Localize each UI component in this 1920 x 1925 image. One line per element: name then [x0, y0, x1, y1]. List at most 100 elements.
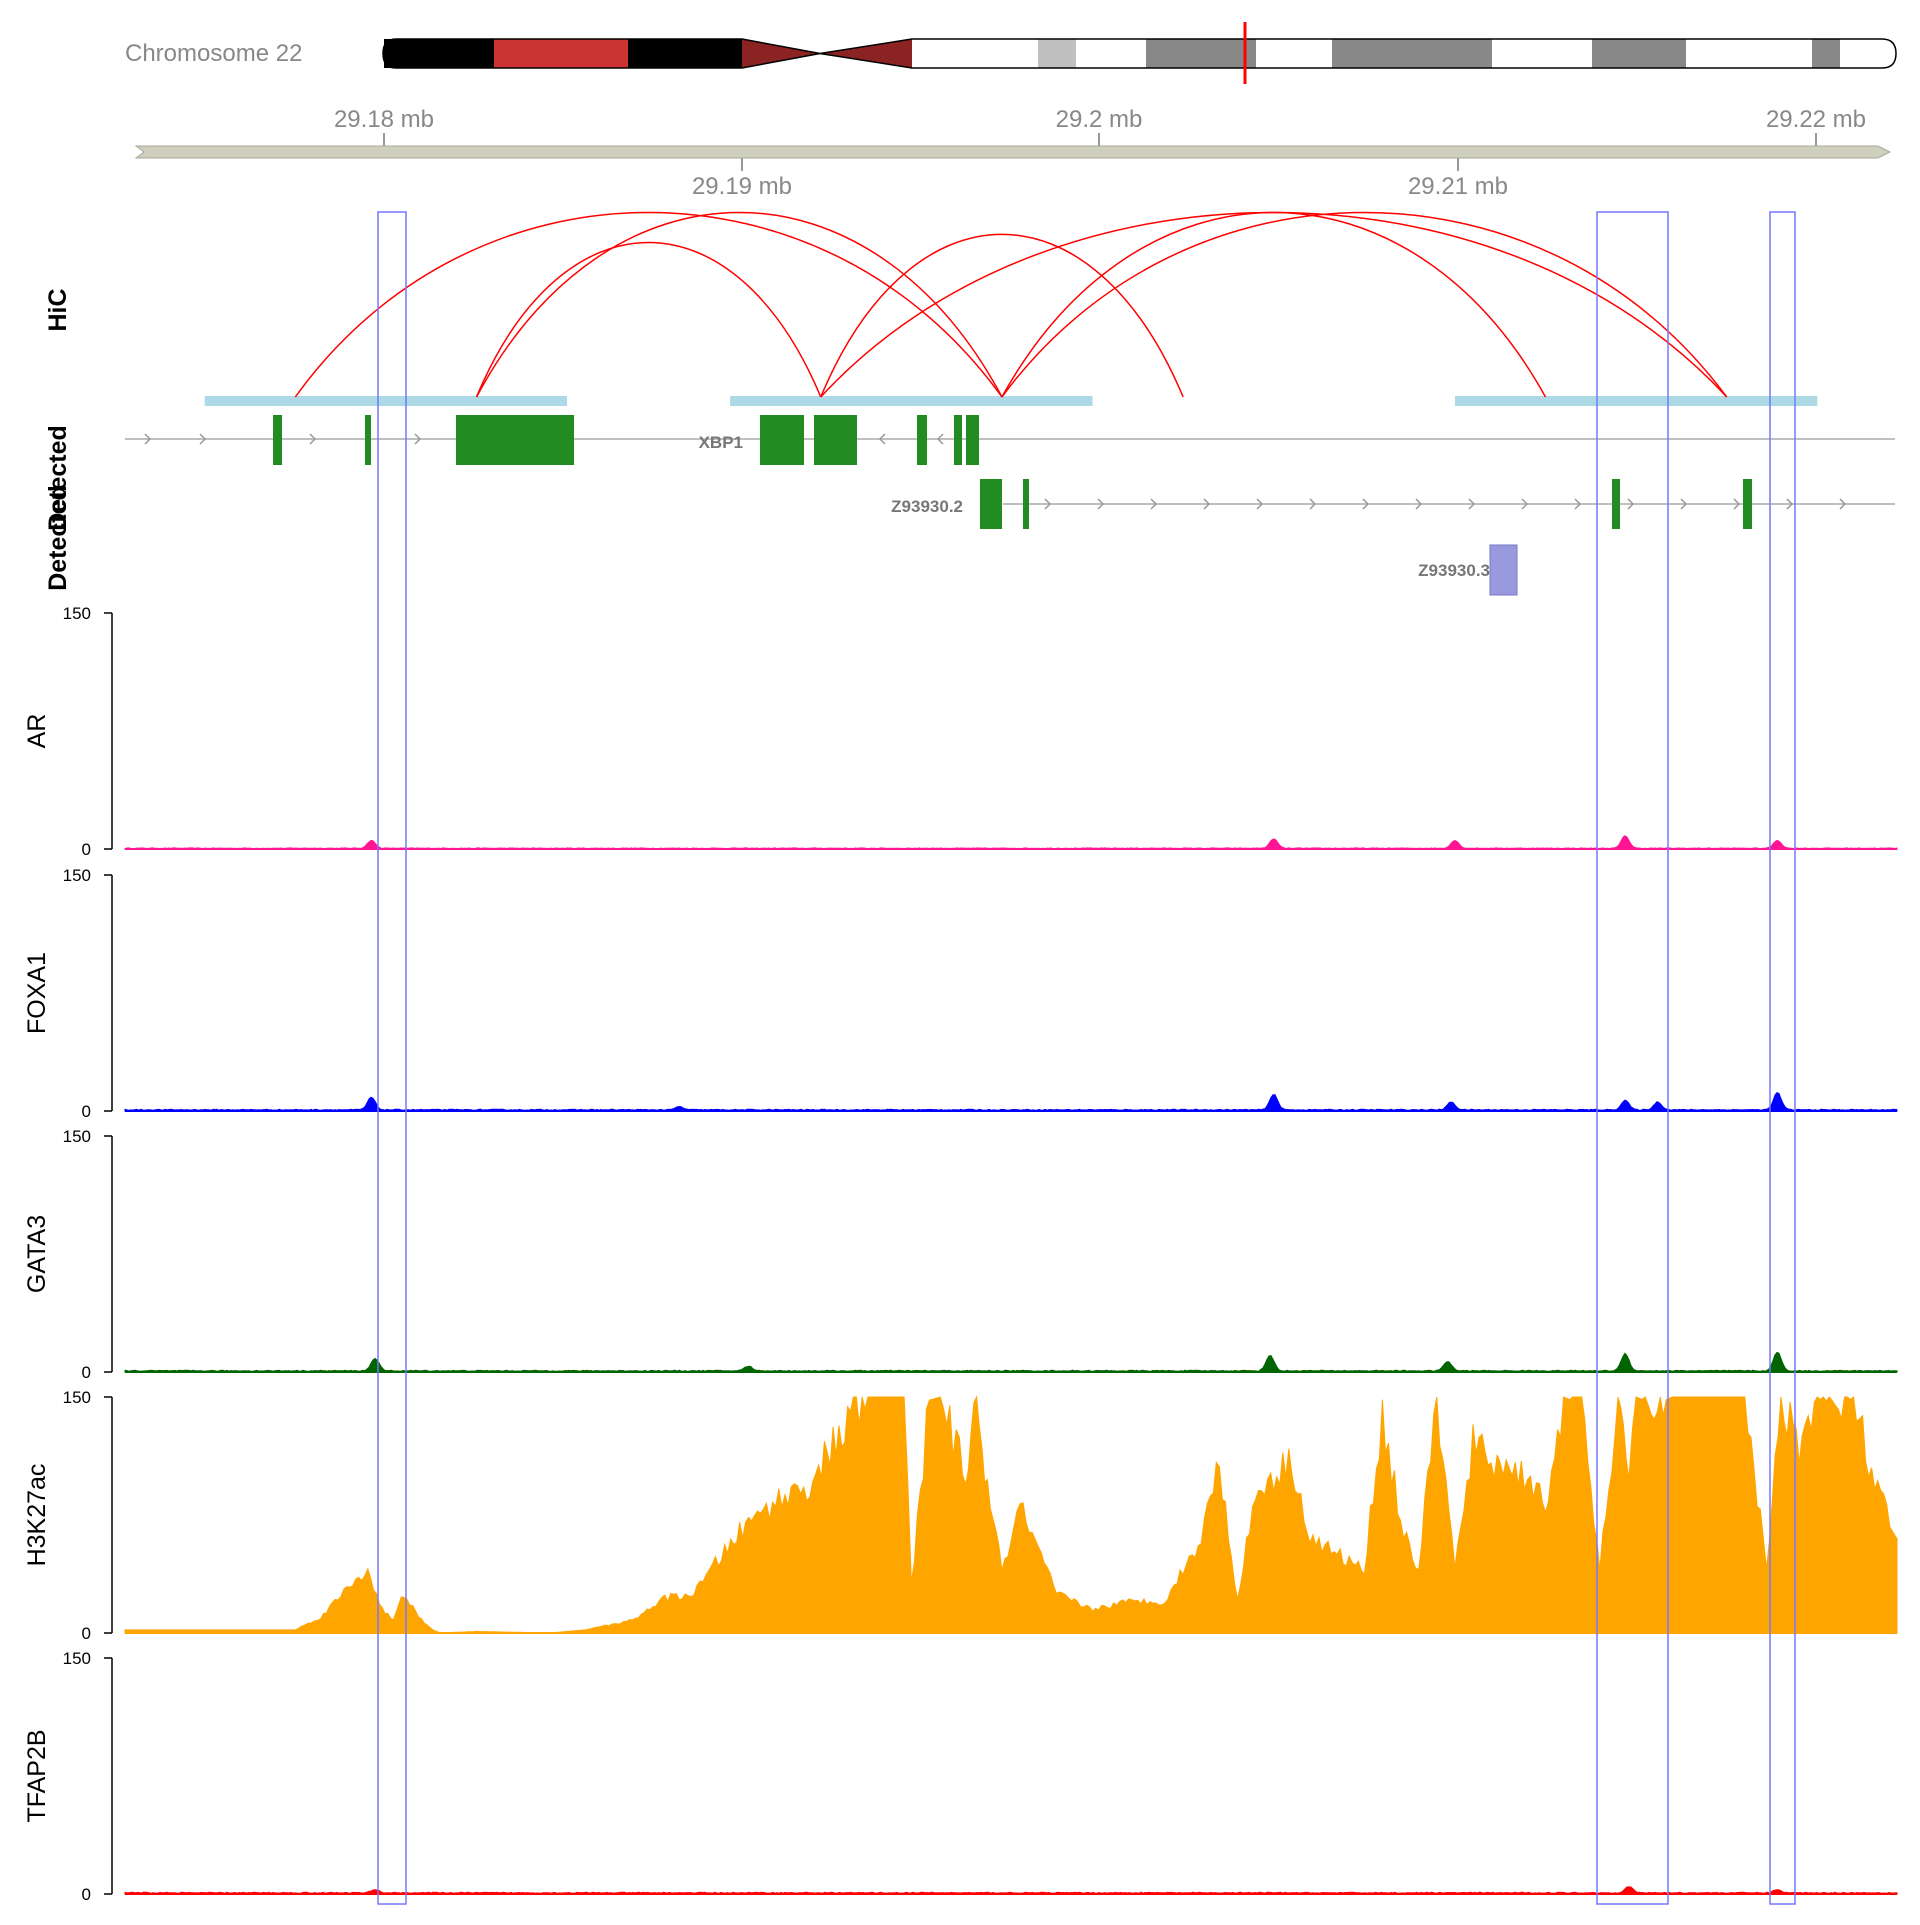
xbp1-exon — [966, 415, 979, 465]
xbp1-exon — [273, 415, 282, 465]
hic-track-label: HiC — [44, 288, 72, 331]
ideogram-band — [1146, 39, 1256, 68]
gene-label-z93930-3: Z93930.3 — [1418, 561, 1490, 580]
track-y-tick-label: 150 — [63, 604, 91, 623]
ideogram-band — [1592, 39, 1686, 68]
ideogram: Chromosome 22 — [125, 22, 1897, 84]
track-tfap2b: 0 150 TFAP2B — [23, 1649, 1898, 1904]
hic-track — [204, 211, 1818, 406]
strand-arrow — [1044, 498, 1052, 510]
ideogram-band — [1256, 39, 1332, 68]
strand-arrow — [144, 433, 152, 445]
xbp1-exon — [760, 415, 804, 465]
z93930-2-exon — [1612, 479, 1620, 529]
track-y-tick-label: 150 — [63, 1649, 91, 1668]
ideogram-band — [1812, 39, 1840, 68]
strand-arrow — [1097, 498, 1105, 510]
ideogram-centromere — [742, 39, 820, 68]
z93930-2-exon — [1743, 479, 1752, 529]
hic-arc — [475, 211, 1003, 398]
track-title: GATA3 — [23, 1215, 51, 1293]
track-ar: 0 150 AR — [23, 604, 1898, 859]
signal-area — [124, 1351, 1898, 1373]
genome-axis: 29.18 mb 29.2 mb 29.22 mb 29.19 mb 29.21… — [134, 106, 1892, 200]
xbp1-exon — [917, 415, 927, 465]
ideogram-band — [1076, 39, 1146, 68]
track-title: H3K27ac — [23, 1464, 51, 1567]
signal-area — [124, 835, 1898, 850]
highlight-box — [1769, 211, 1796, 1905]
strand-arrow — [936, 433, 944, 445]
strand-arrow — [1627, 498, 1635, 510]
track-y-tick-label: 150 — [63, 1127, 91, 1146]
ideogram-band — [1686, 39, 1812, 68]
xbp1-exon — [954, 415, 962, 465]
strand-arrow — [878, 433, 886, 445]
track-y-tick-label: 150 — [63, 866, 91, 885]
axis-tick-label: 29.21 mb — [1408, 173, 1508, 200]
ideogram-outline — [382, 38, 1897, 69]
ideogram-cap — [383, 39, 409, 68]
track-y-tick-label: 0 — [82, 1363, 91, 1382]
ideogram-centromere — [820, 39, 912, 68]
hic-arc — [1001, 211, 1728, 398]
axis-tick-label: 29.18 mb — [334, 106, 434, 133]
genes-track-label: Detected — [44, 425, 72, 531]
strand-arrow — [1680, 498, 1688, 510]
strand-arrow — [309, 433, 317, 445]
axis-tick-label: 29.19 mb — [692, 173, 792, 200]
strand-arrow — [1468, 498, 1476, 510]
strand-arrow — [1415, 498, 1423, 510]
hic-arc — [1001, 211, 1547, 398]
z93930-2-exon — [1023, 479, 1029, 529]
highlight-box — [377, 211, 407, 1905]
track-title: TFAP2B — [23, 1729, 51, 1822]
ideogram-band — [1332, 39, 1492, 68]
ideogram-band — [628, 39, 742, 68]
gene-label-xbp1: XBP1 — [699, 433, 743, 452]
strand-arrow — [1203, 498, 1211, 510]
signal-area — [124, 1091, 1898, 1112]
hic-arc — [820, 211, 1728, 398]
z93930-2-exon — [980, 479, 1002, 529]
axis-bar — [134, 145, 1892, 159]
strand-arrow — [199, 433, 207, 445]
track-y-tick-label: 0 — [82, 1624, 91, 1643]
strand-arrow — [1309, 498, 1317, 510]
hic-arc — [820, 233, 1184, 398]
axis-tick-label: 29.22 mb — [1766, 106, 1866, 133]
signal-area — [124, 1395, 1898, 1634]
strand-arrow — [1362, 498, 1370, 510]
strand-arrow — [414, 433, 422, 445]
track-h3k27ac: 0 150 H3K27ac — [23, 1388, 1898, 1643]
strand-arrow — [1786, 498, 1794, 510]
xbp1-exon — [456, 415, 574, 465]
hic-arc — [475, 241, 822, 398]
signal-tracks: 0 150 AR 0 150 FOXA1 0 150 GATA3 0 150 H3K27ac 0 150 T… — [23, 604, 1898, 1904]
signal-area — [124, 1886, 1898, 1895]
xbp1-exon — [365, 415, 371, 465]
strand-arrow — [1839, 498, 1847, 510]
highlight-regions — [377, 211, 1796, 1905]
strand-arrow — [1733, 498, 1741, 510]
genes-track-label-overlap: Detected — [44, 485, 72, 591]
track-y-tick-label: 0 — [82, 1885, 91, 1904]
hic-arc — [294, 211, 1003, 398]
ideogram-band — [494, 39, 628, 68]
strand-arrow — [1521, 498, 1529, 510]
track-title: FOXA1 — [23, 952, 51, 1034]
ideogram-band — [1492, 39, 1592, 68]
track-y-tick-label: 0 — [82, 840, 91, 859]
ideogram-band — [1840, 39, 1896, 68]
axis-tick-label: 29.2 mb — [1056, 106, 1143, 133]
strand-arrow — [1256, 498, 1264, 510]
gene-label-z93930-2: Z93930.2 — [891, 497, 963, 516]
track-foxa1: 0 150 FOXA1 — [23, 866, 1898, 1121]
track-title: AR — [23, 714, 51, 749]
track-y-tick-label: 150 — [63, 1388, 91, 1407]
z93930-3-exon — [1489, 544, 1518, 596]
highlight-box — [1596, 211, 1669, 1905]
gene-track: XBP1 Z93930.2 Z93930.3 — [125, 415, 1895, 596]
